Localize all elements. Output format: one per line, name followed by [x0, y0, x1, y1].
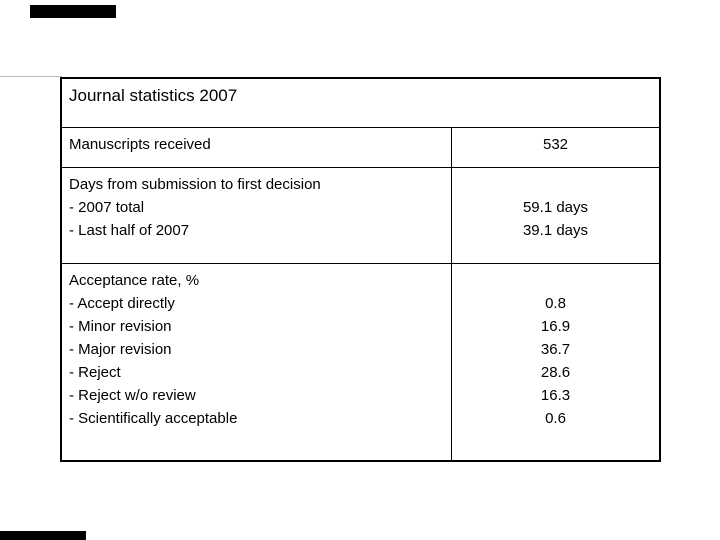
stat-value-cell: 0.8 16.9 36.7 28.6 16.3 0.6 [451, 264, 659, 460]
stat-label-cell: Days from submission to first decision - … [62, 168, 451, 263]
stat-label: Manuscripts received [69, 136, 211, 153]
table-body: Manuscripts received 532 Days from submiss… [62, 128, 659, 460]
stat-value: 16.9 [540, 318, 571, 335]
stat-label: - Reject w/o review [69, 387, 196, 404]
stat-label: - Scientifically acceptable [69, 410, 238, 427]
stat-value: 16.3 [540, 387, 571, 404]
stat-label: - Last half of 2007 [69, 222, 190, 239]
table-row: Manuscripts received 532 [62, 128, 659, 168]
stat-value: 36.7 [540, 341, 571, 358]
stat-value: 0.6 [545, 410, 566, 427]
stat-label: - Accept directly [69, 295, 175, 312]
stat-label: - Minor revision [69, 318, 172, 335]
stat-value [452, 269, 659, 292]
stat-label: - 2007 total [69, 199, 145, 216]
slide-top-left-bar [30, 5, 116, 18]
journal-statistics-table: Journal statistics 2007 Manuscripts rece… [60, 77, 661, 462]
horizontal-divider-line [0, 76, 62, 77]
stat-value-cell: 59.1 days 39.1 days [451, 168, 659, 263]
stat-label: - Major revision [69, 341, 172, 358]
stat-label-cell: Manuscripts received [62, 128, 451, 167]
slide-bottom-left-bar [0, 531, 86, 540]
stat-label: Acceptance rate, % [69, 272, 200, 289]
table-row: Days from submission to first decision - … [62, 168, 659, 264]
stat-value: 28.6 [540, 364, 571, 381]
stat-value [452, 173, 659, 196]
stat-label-cell: Acceptance rate, % - Accept directly - Min… [62, 264, 451, 460]
stat-value: 39.1 days [522, 222, 589, 239]
stat-value: 0.8 [545, 295, 566, 312]
stat-label: - Reject [69, 364, 121, 381]
table-title: Journal statistics 2007 [62, 79, 659, 128]
stat-value-cell: 532 [451, 128, 659, 167]
stat-value: 59.1 days [522, 199, 589, 216]
stat-value: 532 [542, 136, 569, 153]
table-row: Acceptance rate, % - Accept directly - Min… [62, 264, 659, 460]
stat-label: Days from submission to first decision [69, 176, 321, 193]
